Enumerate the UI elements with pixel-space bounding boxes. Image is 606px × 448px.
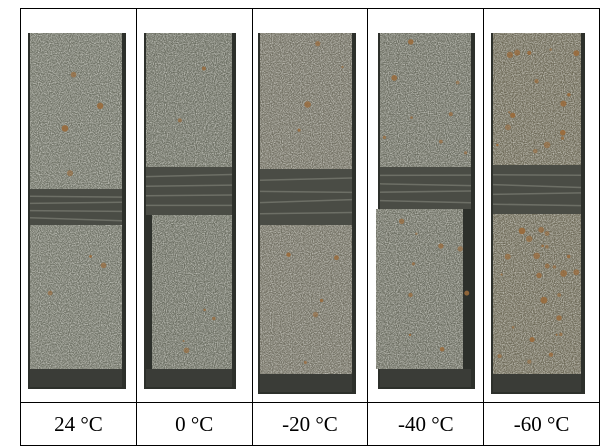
- temperature-label-0c: 0 °C: [135, 402, 253, 446]
- photo-cell-2: [135, 8, 253, 403]
- temperature-label-24c: 24 °C: [20, 402, 137, 446]
- specimen-graphic: [490, 33, 585, 394]
- specimen-graphic: [257, 33, 356, 394]
- specimen-photo-0c: [144, 33, 237, 389]
- specimen-graphic: [28, 33, 127, 389]
- specimen-photo-minus20c: [257, 33, 356, 394]
- photo-cell-5: [483, 8, 600, 403]
- photo-cell-4: [367, 8, 485, 403]
- photo-cell-1: [20, 8, 137, 403]
- specimen-graphic: [144, 33, 237, 389]
- specimen-photo-24c: [28, 33, 127, 389]
- photo-row: [20, 8, 600, 403]
- specimen-figure-table: 24 °C 0 °C -20 °C -40 °C -60 °C: [20, 8, 600, 446]
- temperature-label-minus40c: -40 °C: [367, 402, 485, 446]
- specimen-graphic: [375, 33, 475, 389]
- specimen-photo-minus60c: [490, 33, 585, 394]
- temperature-label-minus60c: -60 °C: [483, 402, 600, 446]
- temperature-label-minus20c: -20 °C: [251, 402, 369, 446]
- photo-cell-3: [251, 8, 369, 403]
- specimen-photo-minus40c: [375, 33, 475, 389]
- label-row: 24 °C 0 °C -20 °C -40 °C -60 °C: [20, 402, 600, 446]
